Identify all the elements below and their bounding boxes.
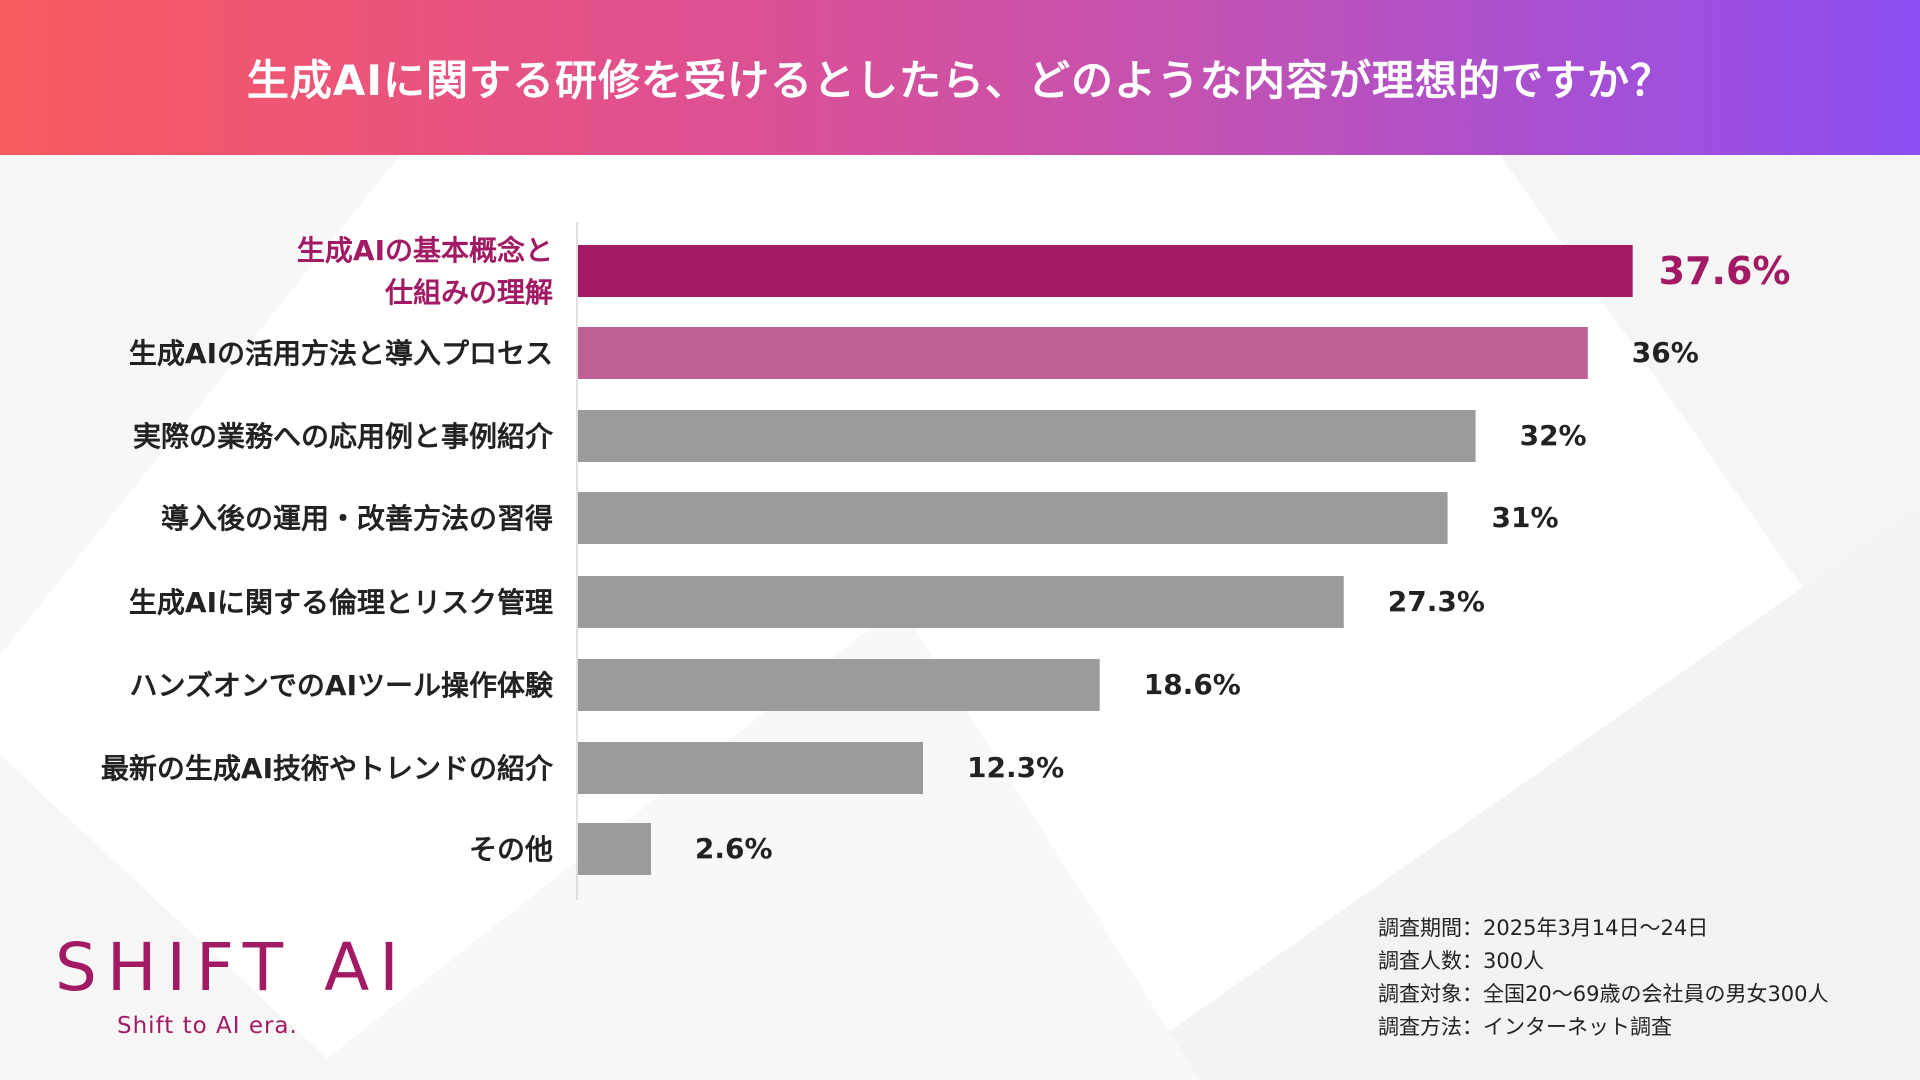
value-label-5: 27.3% bbox=[1388, 585, 1485, 618]
category-label-4: 導入後の運用・改善方法の習得 bbox=[161, 502, 553, 535]
category-label-7: 最新の生成AI技術やトレンドの紹介 bbox=[101, 752, 554, 785]
value-label-6: 18.6% bbox=[1144, 668, 1241, 701]
value-label-8: 2.6% bbox=[695, 832, 773, 865]
value-label-1: 37.6% bbox=[1659, 249, 1791, 293]
bar-2 bbox=[578, 327, 1588, 379]
value-label-7: 12.3% bbox=[967, 751, 1064, 784]
chart-title: 生成AIに関する研修を受けるとしたら、どのような内容が理想的ですか？ bbox=[246, 56, 1674, 105]
survey-count: 調査人数：300人 bbox=[1378, 949, 1545, 973]
logo-wordmark: SHIFT AI bbox=[55, 929, 409, 1006]
category-label-6: ハンズオンでのAIツール操作体験 bbox=[129, 669, 554, 702]
bar-3 bbox=[578, 410, 1476, 462]
header-banner: 生成AIに関する研修を受けるとしたら、どのような内容が理想的ですか？ bbox=[0, 0, 1920, 155]
bar-chart: 37.6% 生成AIの基本概念と仕組みの理解 36% 生成AIの活用方法と導入プロセス… bbox=[101, 222, 1791, 900]
bar-5 bbox=[578, 576, 1344, 628]
background-pattern bbox=[0, 155, 1920, 1080]
logo-tagline: Shift to AI era. bbox=[117, 1013, 298, 1039]
bar-4 bbox=[578, 492, 1448, 544]
survey-info: 調査期間：2025年3月14日～24日 調査人数：300人 調査対象：全国20～… bbox=[1378, 912, 1829, 1044]
value-label-4: 31% bbox=[1492, 501, 1559, 534]
value-label-2: 36% bbox=[1632, 336, 1699, 369]
shift-ai-logo: SHIFT AI Shift to AI era. bbox=[55, 929, 409, 1040]
bar-1 bbox=[578, 245, 1633, 297]
category-label-8: その他 bbox=[469, 833, 553, 866]
category-label-3: 実際の業務への応用例と事例紹介 bbox=[133, 420, 554, 453]
bar-8 bbox=[578, 823, 651, 875]
bar-7 bbox=[578, 742, 924, 794]
category-label-5: 生成AIに関する倫理とリスク管理 bbox=[129, 586, 553, 619]
value-label-3: 32% bbox=[1520, 419, 1587, 452]
category-label-2: 生成AIの活用方法と導入プロセス bbox=[129, 337, 553, 370]
survey-method: 調査方法：インターネット調査 bbox=[1378, 1015, 1672, 1039]
bar-6 bbox=[578, 659, 1100, 711]
survey-target: 調査対象：全国20～69歳の会社員の男女300人 bbox=[1378, 982, 1829, 1006]
survey-period: 調査期間：2025年3月14日～24日 bbox=[1378, 916, 1709, 940]
category-label-1: 生成AIの基本概念と仕組みの理解 bbox=[297, 234, 553, 309]
